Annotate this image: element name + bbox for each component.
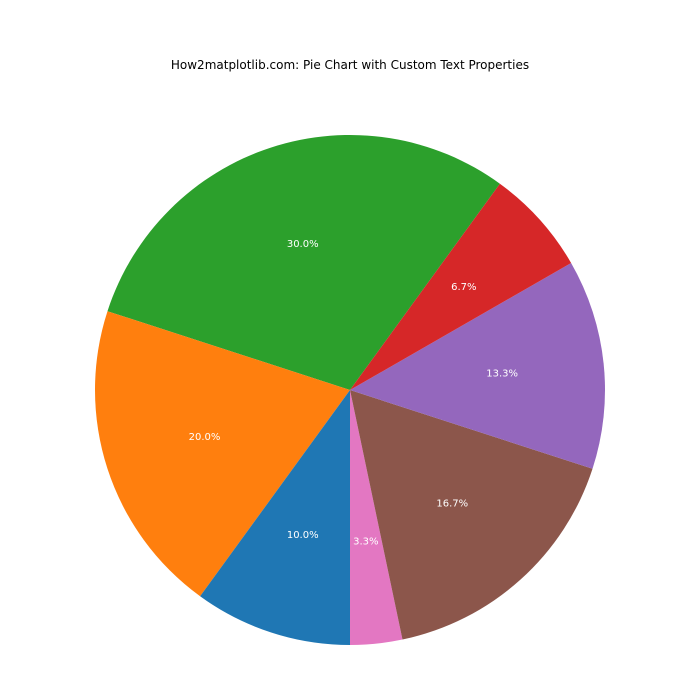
slice-percent-label: 13.3% (486, 369, 518, 380)
slice-percent-label: 10.0% (287, 530, 319, 541)
slice-percent-label: 30.0% (287, 239, 319, 250)
figure: How2matplotlib.com: Pie Chart with Custo… (0, 0, 700, 700)
pie-chart: 30.0% 20.0% 10.0% 3.3% 16.7% 13.3% 6.7% (0, 0, 700, 700)
slice-percent-label: 3.3% (353, 537, 378, 548)
slice-percent-label: 16.7% (436, 498, 468, 509)
slice-percent-label: 6.7% (451, 282, 476, 293)
slice-percent-label: 20.0% (189, 432, 221, 443)
